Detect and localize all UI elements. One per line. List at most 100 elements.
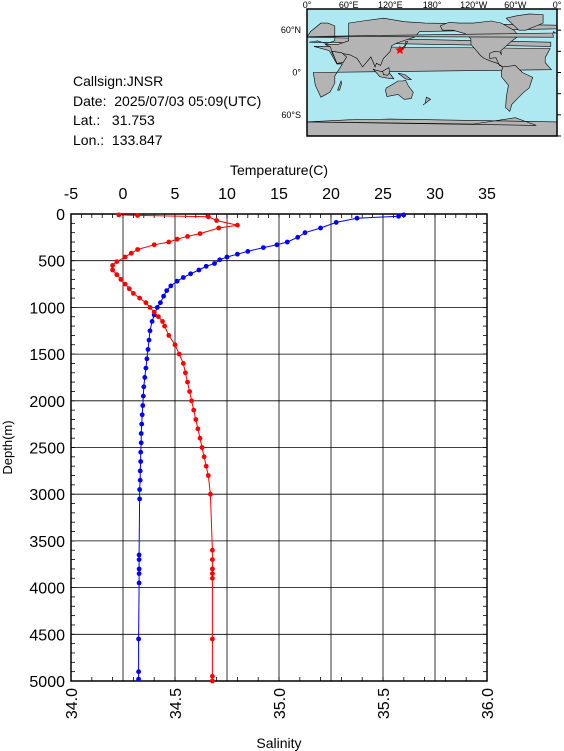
temperature-data-point — [137, 468, 143, 474]
map-latitude-label: 60°S — [281, 110, 301, 120]
land-newzealand — [422, 96, 432, 106]
salinity-tick-label: 36.0 — [480, 688, 497, 719]
salinity-tick-label: 34.0 — [64, 688, 81, 719]
temperature-data-point — [144, 356, 150, 362]
salinity-data-point — [156, 314, 161, 320]
salinity-data-point — [210, 678, 215, 684]
land-borneo — [382, 67, 390, 76]
temperature-data-point — [284, 239, 290, 245]
salinity-data-point — [210, 566, 215, 572]
salinity-data-point — [199, 445, 205, 450]
salinity-series — [110, 212, 240, 684]
temperature-data-point — [138, 440, 144, 446]
salinity-data-point — [180, 361, 186, 366]
temperature-data-point — [354, 215, 360, 221]
salinity-data-point — [189, 398, 195, 404]
temperature-data-point — [295, 234, 301, 240]
temperature-data-point — [140, 403, 146, 408]
temperature-data-point — [141, 384, 147, 390]
salinity-data-point — [183, 370, 188, 376]
temperature-data-point — [137, 487, 143, 492]
temperature-tick-label: 5 — [171, 186, 180, 203]
land-greenland — [505, 13, 544, 31]
salinity-data-point — [131, 291, 136, 296]
station-marker-icon — [395, 45, 405, 55]
salinity-data-point — [210, 557, 215, 562]
map-longitude-label: 120°E — [378, 0, 403, 10]
temperature-data-point — [138, 431, 144, 436]
land-newguinea — [397, 72, 413, 81]
station-info: Callsign:JNSR Date: 2025/07/03 05:09(UTC… — [73, 72, 261, 150]
salinity-data-point — [116, 212, 122, 218]
temperature-data-point — [136, 580, 142, 586]
world-map: 0° 60°E 120°E 180° 120°W 60°W 0° 60°N 0° 60°S — [281, 0, 562, 137]
temperature-tick-label: 35 — [478, 186, 496, 203]
salinity-data-point — [214, 218, 220, 223]
depth-tick-label: 3500 — [29, 534, 65, 551]
salinity-data-point — [172, 342, 178, 348]
salinity-data-point — [210, 575, 215, 581]
land-australia — [385, 79, 414, 100]
map-longitude-label: 60°E — [339, 0, 359, 10]
temperature-tick-label: 30 — [426, 186, 444, 203]
salinity-data-point — [197, 435, 203, 441]
depth-tick-label: 1000 — [29, 300, 65, 317]
salinity-data-point — [176, 351, 182, 357]
map-longitude-label: 60°W — [504, 0, 527, 10]
salinity-data-point — [160, 319, 165, 324]
salinity-data-point — [128, 250, 134, 256]
salinity-data-point — [114, 272, 120, 278]
temperature-tick-label: 15 — [270, 186, 288, 203]
salinity-data-point — [203, 463, 209, 469]
temperature-data-point — [149, 319, 155, 324]
temperature-data-point — [136, 557, 142, 562]
salinity-data-point — [126, 286, 132, 292]
land-uk — [307, 31, 557, 38]
salinity-data-point — [135, 213, 141, 218]
salinity-data-point — [208, 491, 213, 497]
temperature-data-point — [145, 347, 151, 352]
salinity-tick-label: 34.5 — [168, 688, 185, 719]
temperature-data-point — [154, 305, 160, 310]
temperature-data-point — [139, 412, 145, 418]
salinity-data-point — [122, 281, 128, 287]
land-madagascar — [337, 80, 343, 91]
temperature-data-point — [136, 676, 142, 682]
temperature-data-point — [139, 421, 145, 427]
salinity-data-point — [110, 263, 115, 268]
salinity-data-point — [205, 214, 211, 220]
salinity-tick-label: 35.5 — [376, 688, 393, 719]
salinity-data-point — [151, 242, 157, 248]
temperature-data-point — [333, 220, 339, 225]
salinity-data-point — [191, 407, 197, 413]
temperature-data-point — [142, 375, 148, 380]
salinity-data-point — [118, 277, 124, 282]
temperature-data-point — [188, 271, 194, 277]
salinity-data-point — [197, 231, 203, 237]
temperature-data-point — [274, 242, 280, 248]
temperature-data-point — [302, 230, 308, 236]
salinity-data-point — [147, 305, 153, 310]
land-north-america — [439, 20, 520, 68]
temperature-axis-title: Temperature(C) — [230, 162, 328, 178]
temperature-data-point — [261, 245, 266, 251]
depth-tick-label: 500 — [38, 254, 65, 271]
longitude-text: Lon.: 133.847 — [73, 131, 163, 148]
map-longitude-label: 0° — [303, 0, 312, 10]
map-longitude-label: 0° — [553, 0, 562, 10]
depth-tick-label: 1500 — [29, 347, 65, 364]
temperature-tick-label: 0 — [119, 186, 128, 203]
temperature-data-point — [138, 449, 144, 455]
salinity-data-point — [114, 259, 120, 264]
salinity-tick-label: 35.0 — [272, 688, 289, 719]
temperature-data-point — [396, 213, 401, 219]
salinity-data-point — [110, 267, 115, 273]
temperature-data-point — [147, 328, 153, 334]
depth-tick-label: 5000 — [29, 674, 65, 691]
salinity-data-point — [162, 323, 168, 329]
temperature-data-point — [212, 261, 217, 266]
salinity-data-point — [185, 234, 190, 239]
minor-ticks — [70, 213, 488, 682]
map-frame — [306, 8, 558, 137]
